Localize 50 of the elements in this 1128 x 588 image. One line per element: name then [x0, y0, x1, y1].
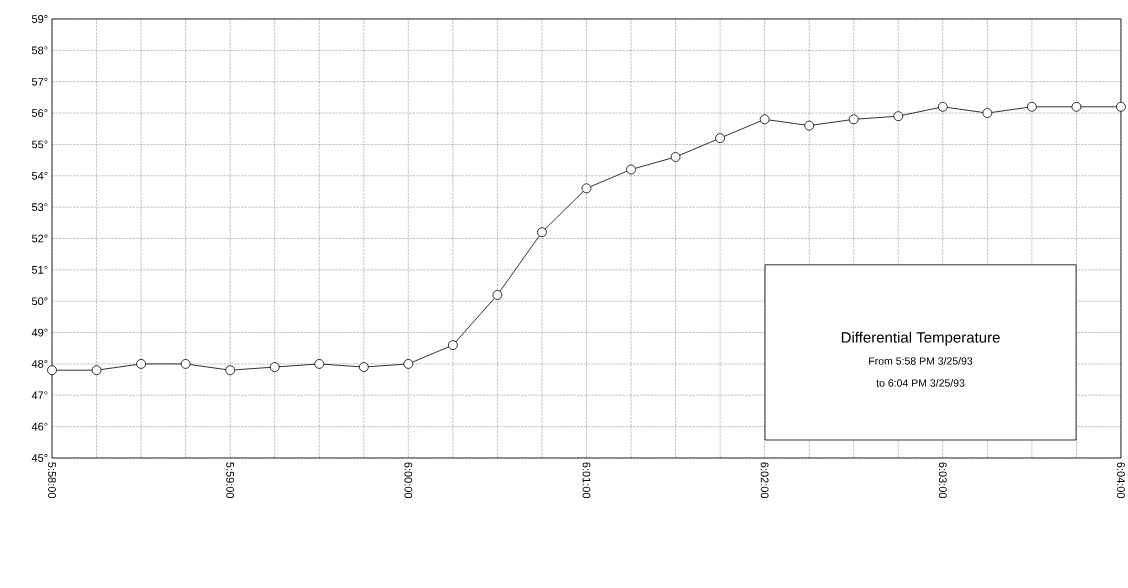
y-tick-label: 57°: [31, 77, 48, 86]
point: [893, 111, 904, 122]
point: [136, 359, 146, 369]
x-tick-label: 5:58:00: [48, 462, 56, 499]
annotation: From 5:58 PM 3/25/93: [869, 356, 973, 365]
point: [982, 108, 993, 118]
y-tick-label: 52°: [31, 234, 48, 243]
point: [1026, 101, 1037, 112]
x-tick-label: 6:00:00: [404, 462, 413, 499]
y-tick-label: 50°: [31, 297, 48, 306]
point: [937, 101, 948, 112]
y-tick-label: 45°: [31, 454, 48, 462]
point: [759, 114, 770, 125]
x-tick-label: 6:04:00: [1117, 462, 1125, 499]
point: [225, 365, 236, 376]
y-tick-label: 56°: [31, 109, 48, 117]
point: [715, 133, 726, 144]
annotation: to 6:04 PM 3/25/93: [876, 378, 965, 387]
point: [537, 227, 547, 238]
point: [626, 164, 636, 175]
x-tick-label: 6:01:00: [582, 462, 591, 499]
point: [804, 120, 815, 131]
point: [492, 290, 503, 300]
point: [358, 362, 369, 372]
y-tick-label: 51°: [31, 265, 48, 274]
point: [91, 365, 102, 376]
x-tick-label: 6:02:00: [760, 462, 769, 499]
y-tick-label: 54°: [31, 171, 48, 180]
y-tick-label: 58°: [31, 46, 48, 55]
point: [1071, 101, 1082, 112]
point: [1116, 101, 1126, 112]
y-tick-label: 46°: [31, 422, 48, 431]
y-tick-label: 59°: [31, 15, 48, 23]
text: Differential Temperature: [841, 331, 1000, 346]
point: [47, 365, 57, 376]
x-tick-label: 5:59:00: [226, 462, 235, 499]
point: [581, 183, 592, 194]
y-tick-label: 53°: [31, 203, 48, 212]
point: [180, 359, 191, 369]
y-tick-label: 48°: [31, 360, 48, 368]
point: [447, 340, 458, 350]
x-tick-label: 6:03:00: [938, 462, 947, 499]
point: [403, 359, 414, 369]
y-tick-label: 47°: [31, 391, 48, 400]
point: [269, 362, 280, 372]
point: [848, 114, 859, 125]
point: [670, 152, 681, 162]
point: [314, 359, 325, 369]
y-tick-label: 49°: [31, 328, 48, 337]
y-tick-label: 55°: [31, 140, 48, 149]
